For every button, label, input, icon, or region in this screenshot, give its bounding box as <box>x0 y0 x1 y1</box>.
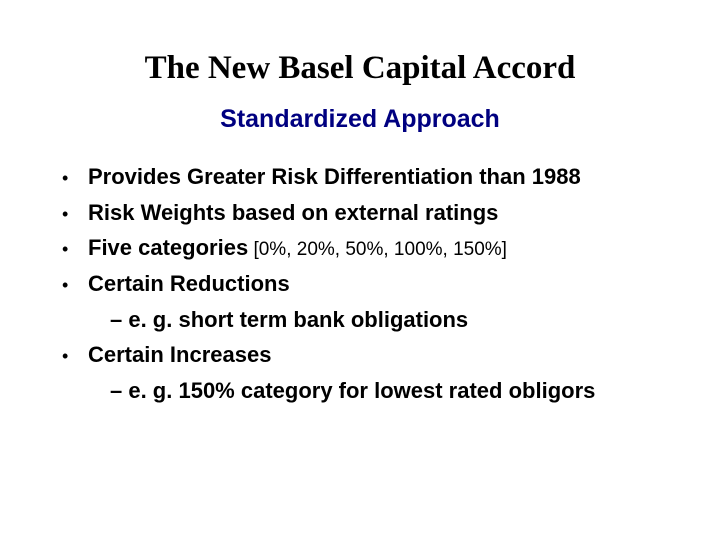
list-item: • Certain Increases <box>62 340 680 370</box>
list-item: • Five categories [0%, 20%, 50%, 100%, 1… <box>62 233 680 263</box>
bullet-text: Provides Greater Risk Differentiation th… <box>88 162 581 192</box>
bullet-text: Certain Increases <box>88 340 271 370</box>
slide-title: The New Basel Capital Accord <box>40 50 680 87</box>
sub-bullet-text: – e. g. short term bank obligations <box>110 307 468 332</box>
list-item: • Risk Weights based on external ratings <box>62 198 680 228</box>
sub-list-item: – e. g. short term bank obligations <box>62 305 680 335</box>
bullet-main-text: Five categories <box>88 235 248 260</box>
bullet-icon: • <box>62 344 88 369</box>
bullet-icon: • <box>62 237 88 262</box>
list-item: • Certain Reductions <box>62 269 680 299</box>
list-item: • Provides Greater Risk Differentiation … <box>62 162 680 192</box>
bullet-bracket-text: [0%, 20%, 50%, 100%, 150%] <box>248 239 507 260</box>
slide-subtitle: Standardized Approach <box>40 105 680 134</box>
bullet-icon: • <box>62 273 88 298</box>
bullet-list: • Provides Greater Risk Differentiation … <box>40 162 680 406</box>
bullet-icon: • <box>62 166 88 191</box>
bullet-text: Risk Weights based on external ratings <box>88 198 498 228</box>
bullet-text: Certain Reductions <box>88 269 290 299</box>
bullet-icon: • <box>62 202 88 227</box>
sub-list-item: – e. g. 150% category for lowest rated o… <box>62 376 680 406</box>
bullet-text: Five categories [0%, 20%, 50%, 100%, 150… <box>88 233 507 263</box>
sub-bullet-text: – e. g. 150% category for lowest rated o… <box>110 378 595 403</box>
